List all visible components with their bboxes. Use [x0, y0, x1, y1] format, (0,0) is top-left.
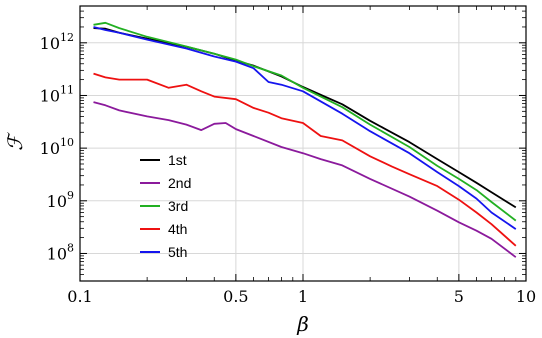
- legend-label: 4th: [168, 221, 187, 237]
- legend-label: 3rd: [168, 198, 188, 214]
- y-tick-label: 1011: [40, 83, 74, 105]
- x-tick-label: 1: [298, 287, 308, 306]
- series-lines: [93, 21, 517, 258]
- y-tick-exponent: 11: [60, 83, 74, 96]
- y-tick-base: 10: [40, 139, 60, 158]
- x-tick-label: 5: [454, 287, 464, 306]
- legend-label: 5th: [168, 244, 187, 260]
- y-tick-base: 10: [47, 192, 67, 211]
- x-tick-label: 0.1: [67, 287, 92, 306]
- y-tick-label: 109: [47, 189, 74, 211]
- y-tick-exponent: 12: [60, 31, 74, 44]
- y-tick-exponent: 9: [67, 189, 74, 202]
- y-tick-base: 10: [47, 244, 67, 263]
- ticks: [79, 6, 527, 281]
- grid: [80, 6, 526, 281]
- y-tick-label: 108: [47, 241, 74, 263]
- legend: 1st 2nd 3rd 4th 5th: [140, 152, 191, 260]
- legend-label: 2nd: [168, 175, 191, 191]
- y-tick-label: 1012: [40, 31, 74, 53]
- y-axis-label: ℱ: [3, 132, 27, 151]
- x-axis-label: β: [296, 312, 309, 336]
- series-line-4th: [93, 72, 517, 247]
- x-tick-label: 10: [516, 287, 536, 306]
- series-line-3rd: [93, 21, 517, 222]
- y-tick-exponent: 8: [67, 241, 74, 254]
- y-tick-base: 10: [40, 86, 60, 105]
- series-line-2nd: [93, 101, 517, 258]
- legend-label: 1st: [168, 152, 187, 168]
- x-tick-label: 0.5: [223, 287, 248, 306]
- y-tick-base: 10: [40, 34, 60, 53]
- y-tick-label: 1010: [40, 136, 74, 158]
- series-line-5th: [93, 26, 517, 230]
- y-tick-exponent: 10: [60, 136, 74, 149]
